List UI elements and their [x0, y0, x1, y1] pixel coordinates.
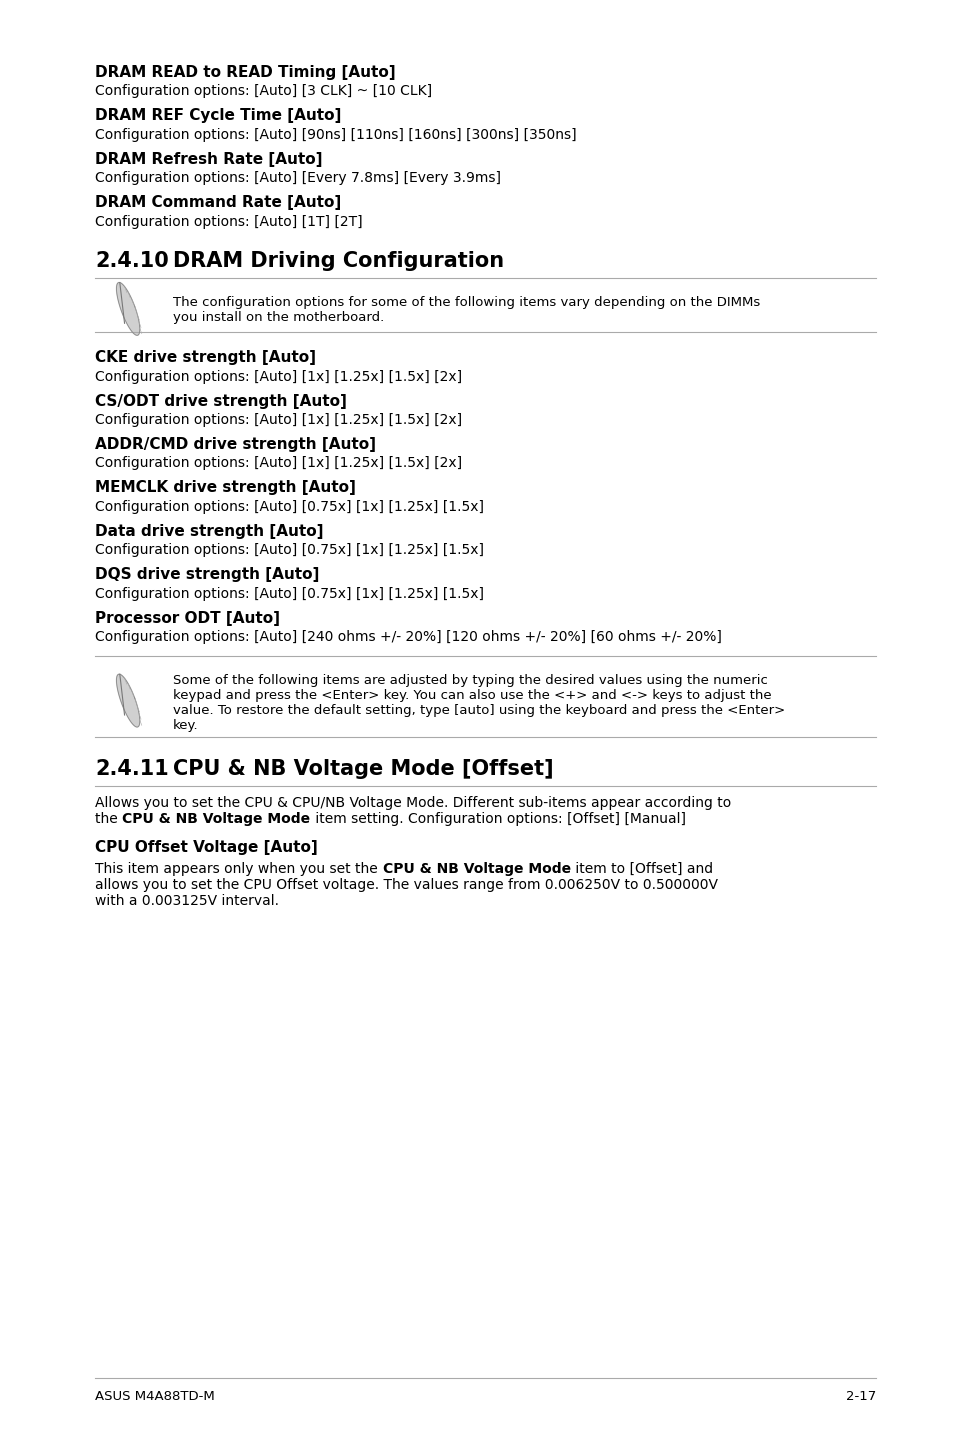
Text: CPU & NB Voltage Mode [Offset]: CPU & NB Voltage Mode [Offset] — [173, 759, 554, 779]
Text: 2.4.10: 2.4.10 — [95, 250, 169, 270]
Text: ASUS M4A88TD-M: ASUS M4A88TD-M — [95, 1391, 214, 1403]
Text: DRAM Refresh Rate [Auto]: DRAM Refresh Rate [Auto] — [95, 152, 322, 167]
Text: DQS drive strength [Auto]: DQS drive strength [Auto] — [95, 567, 319, 582]
Text: DRAM REF Cycle Time [Auto]: DRAM REF Cycle Time [Auto] — [95, 108, 341, 124]
Text: Some of the following items are adjusted by typing the desired values using the : Some of the following items are adjusted… — [173, 674, 784, 732]
Text: CPU & NB Voltage Mode: CPU & NB Voltage Mode — [382, 861, 570, 876]
Text: ADDR/CMD drive strength [Auto]: ADDR/CMD drive strength [Auto] — [95, 437, 375, 452]
Text: item to [Offset] and: item to [Offset] and — [570, 861, 712, 876]
Text: Configuration options: [Auto] [90ns] [110ns] [160ns] [300ns] [350ns]: Configuration options: [Auto] [90ns] [11… — [95, 128, 577, 142]
Text: with a 0.003125V interval.: with a 0.003125V interval. — [95, 893, 279, 907]
Text: The configuration options for some of the following items vary depending on the : The configuration options for some of th… — [173, 296, 760, 324]
Text: Processor ODT [Auto]: Processor ODT [Auto] — [95, 611, 280, 626]
Text: Allows you to set the CPU & CPU/NB Voltage Mode. Different sub-items appear acco: Allows you to set the CPU & CPU/NB Volta… — [95, 797, 731, 810]
Text: Configuration options: [Auto] [3 CLK] ~ [10 CLK]: Configuration options: [Auto] [3 CLK] ~ … — [95, 85, 432, 98]
Text: CS/ODT drive strength [Auto]: CS/ODT drive strength [Auto] — [95, 394, 347, 408]
Polygon shape — [116, 282, 140, 335]
Text: DRAM Command Rate [Auto]: DRAM Command Rate [Auto] — [95, 196, 341, 210]
Text: CPU Offset Voltage [Auto]: CPU Offset Voltage [Auto] — [95, 840, 317, 856]
Text: Configuration options: [Auto] [1x] [1.25x] [1.5x] [2x]: Configuration options: [Auto] [1x] [1.25… — [95, 413, 462, 427]
Text: Configuration options: [Auto] [0.75x] [1x] [1.25x] [1.5x]: Configuration options: [Auto] [0.75x] [1… — [95, 500, 483, 513]
Text: Configuration options: [Auto] [1x] [1.25x] [1.5x] [2x]: Configuration options: [Auto] [1x] [1.25… — [95, 370, 462, 384]
Text: Data drive strength [Auto]: Data drive strength [Auto] — [95, 523, 323, 539]
Text: Configuration options: [Auto] [Every 7.8ms] [Every 3.9ms]: Configuration options: [Auto] [Every 7.8… — [95, 171, 500, 186]
Text: the: the — [95, 812, 122, 827]
Text: item setting. Configuration options: [Offset] [Manual]: item setting. Configuration options: [Of… — [311, 812, 685, 827]
Text: CPU & NB Voltage Mode: CPU & NB Voltage Mode — [122, 812, 310, 827]
Text: Configuration options: [Auto] [0.75x] [1x] [1.25x] [1.5x]: Configuration options: [Auto] [0.75x] [1… — [95, 587, 483, 601]
Text: 2.4.11: 2.4.11 — [95, 759, 169, 779]
Text: Configuration options: [Auto] [0.75x] [1x] [1.25x] [1.5x]: Configuration options: [Auto] [0.75x] [1… — [95, 544, 483, 557]
Text: CKE drive strength [Auto]: CKE drive strength [Auto] — [95, 351, 315, 365]
Text: Configuration options: [Auto] [1T] [2T]: Configuration options: [Auto] [1T] [2T] — [95, 214, 362, 229]
Text: This item appears only when you set the: This item appears only when you set the — [95, 861, 382, 876]
Text: allows you to set the CPU Offset voltage. The values range from 0.006250V to 0.5: allows you to set the CPU Offset voltage… — [95, 877, 718, 892]
Text: DRAM READ to READ Timing [Auto]: DRAM READ to READ Timing [Auto] — [95, 65, 395, 81]
Polygon shape — [116, 674, 140, 728]
Text: MEMCLK drive strength [Auto]: MEMCLK drive strength [Auto] — [95, 480, 355, 496]
Text: 2-17: 2-17 — [844, 1391, 875, 1403]
Text: Configuration options: [Auto] [1x] [1.25x] [1.5x] [2x]: Configuration options: [Auto] [1x] [1.25… — [95, 456, 462, 470]
Text: Configuration options: [Auto] [240 ohms +/- 20%] [120 ohms +/- 20%] [60 ohms +/-: Configuration options: [Auto] [240 ohms … — [95, 630, 721, 644]
Text: DRAM Driving Configuration: DRAM Driving Configuration — [173, 250, 504, 270]
